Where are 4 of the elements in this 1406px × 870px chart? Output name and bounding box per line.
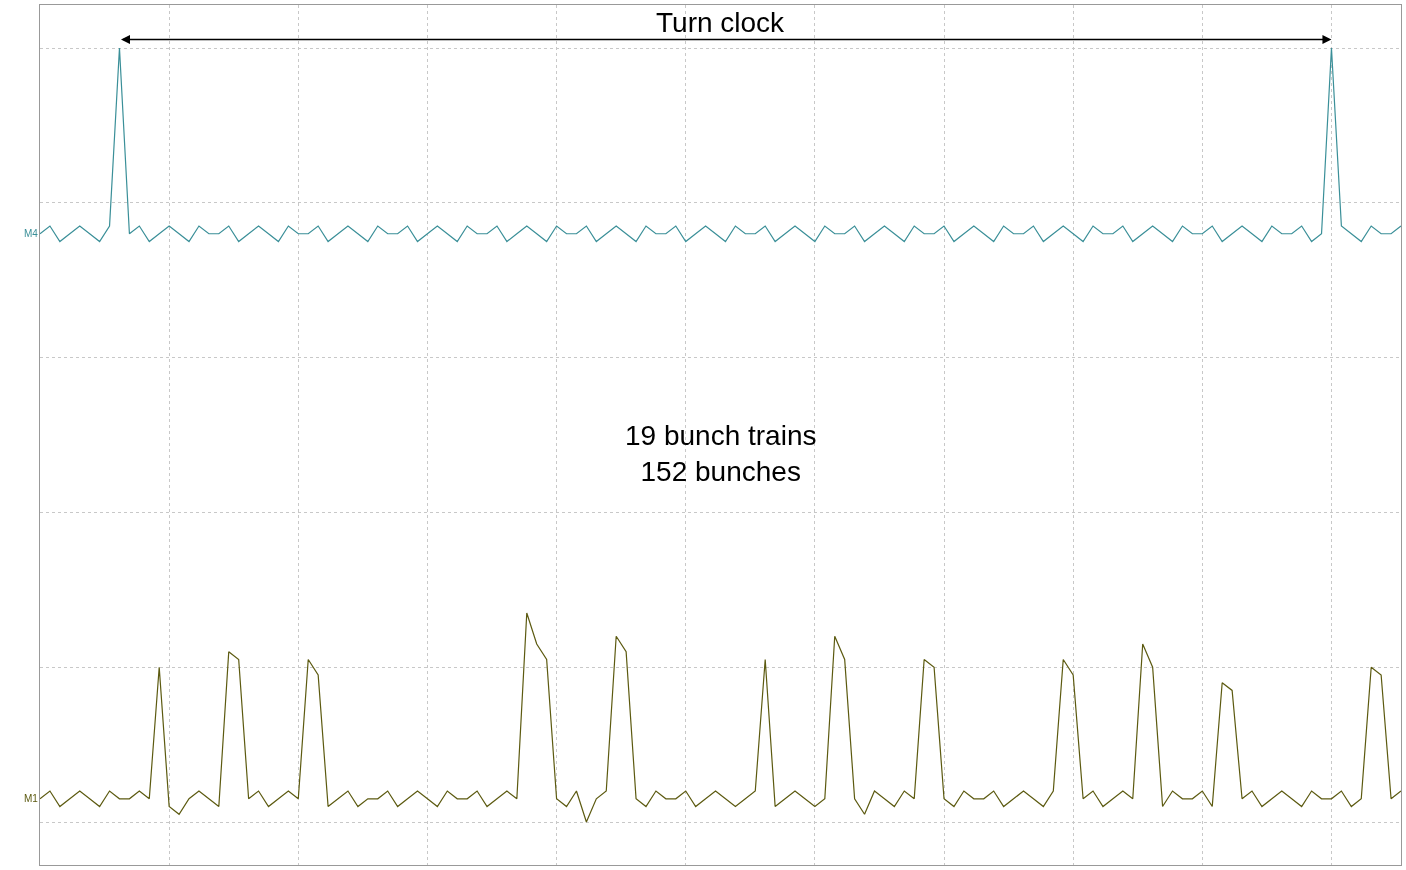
annotation: 19 bunch trains 152 bunches xyxy=(625,420,817,488)
series-label: M4 xyxy=(24,228,39,239)
text: Turn clock xyxy=(656,7,786,38)
series-label: M1 xyxy=(24,793,39,804)
